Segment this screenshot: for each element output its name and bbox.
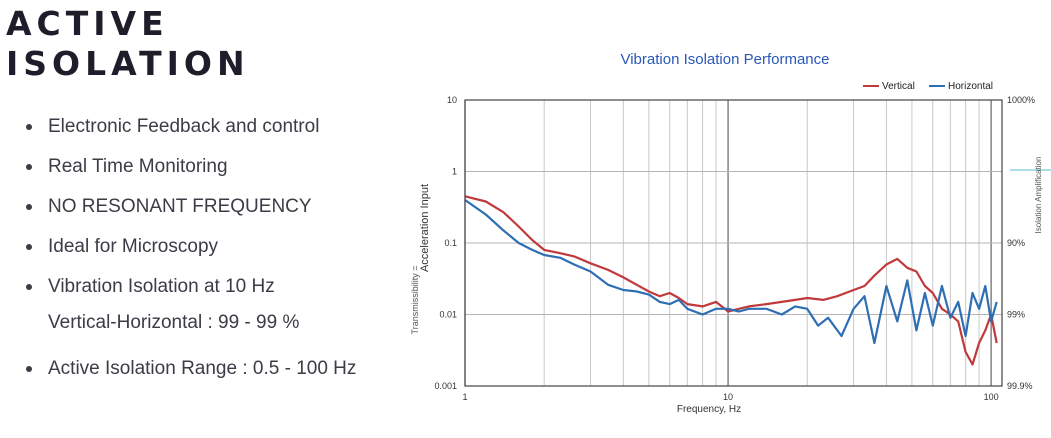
y-tick-label: 0.001 bbox=[434, 381, 457, 391]
x-axis-label: Frequency, Hz bbox=[677, 404, 741, 415]
x-tick-label: 1 bbox=[462, 392, 467, 402]
right-tick-label: 99% bbox=[1007, 310, 1025, 320]
chart-container: Vibration Isolation Performance 10 1 0.1 0.… bbox=[405, 40, 1051, 433]
chart-series bbox=[464, 195, 998, 366]
y-tick-label: 1 bbox=[452, 167, 457, 177]
chart-title: Vibration Isolation Performance bbox=[620, 51, 829, 68]
feature-item: Ideal for Microscopy bbox=[22, 232, 356, 272]
y-tick-label: 0.1 bbox=[444, 238, 457, 248]
feature-item: Real Time Monitoring bbox=[22, 152, 356, 192]
x-tick-label: 100 bbox=[984, 392, 999, 402]
y-axis-label: Acceleration Input bbox=[419, 184, 431, 272]
right-tick-label: 90% bbox=[1007, 238, 1025, 248]
chart-grid bbox=[464, 99, 1002, 387]
series-line-vertical bbox=[464, 195, 998, 366]
plot-frame bbox=[464, 99, 1003, 387]
series-line-horizontal bbox=[464, 199, 998, 345]
y-axis-secondary-label: Transmissibility = bbox=[410, 266, 420, 335]
right-tick-label: 99.9% bbox=[1007, 381, 1033, 391]
page-heading: ACTIVE ISOLATION bbox=[6, 4, 250, 84]
y-tick-label: 10 bbox=[447, 95, 457, 105]
y-tick-label: 0.01 bbox=[439, 310, 457, 320]
feature-item: Active Isolation Range : 0.5 - 100 Hz bbox=[22, 354, 356, 394]
feature-item-subtext: Vertical-Horizontal : 99 - 99 % bbox=[48, 312, 300, 333]
chart-axes: 10 1 0.1 0.01 0.001 1000% 90% 99% 99.9% 1 10 100 bbox=[434, 95, 1051, 402]
heading-line-1: ACTIVE bbox=[6, 4, 169, 43]
heading-line-2: ISOLATION bbox=[6, 44, 250, 83]
chart-legend: Vertical Horizontal bbox=[863, 81, 993, 92]
x-tick-label: 10 bbox=[723, 392, 733, 402]
vibration-chart: Vibration Isolation Performance 10 1 0.1 0.… bbox=[410, 51, 1051, 415]
feature-item: NO RESONANT FREQUENCY bbox=[22, 192, 356, 232]
legend-label: Vertical bbox=[882, 81, 915, 92]
feature-item-text: Vibration Isolation at 10 Hz bbox=[48, 276, 275, 297]
right-tick-label: 1000% bbox=[1007, 95, 1035, 105]
feature-list: Electronic Feedback and control Real Tim… bbox=[22, 112, 356, 394]
feature-item: Electronic Feedback and control bbox=[22, 112, 356, 152]
legend-label: Horizontal bbox=[948, 81, 993, 92]
right-axis-label: Isolation Amplification bbox=[1034, 157, 1043, 234]
feature-item: Vibration Isolation at 10 Hz Vertical-Ho… bbox=[22, 272, 356, 354]
